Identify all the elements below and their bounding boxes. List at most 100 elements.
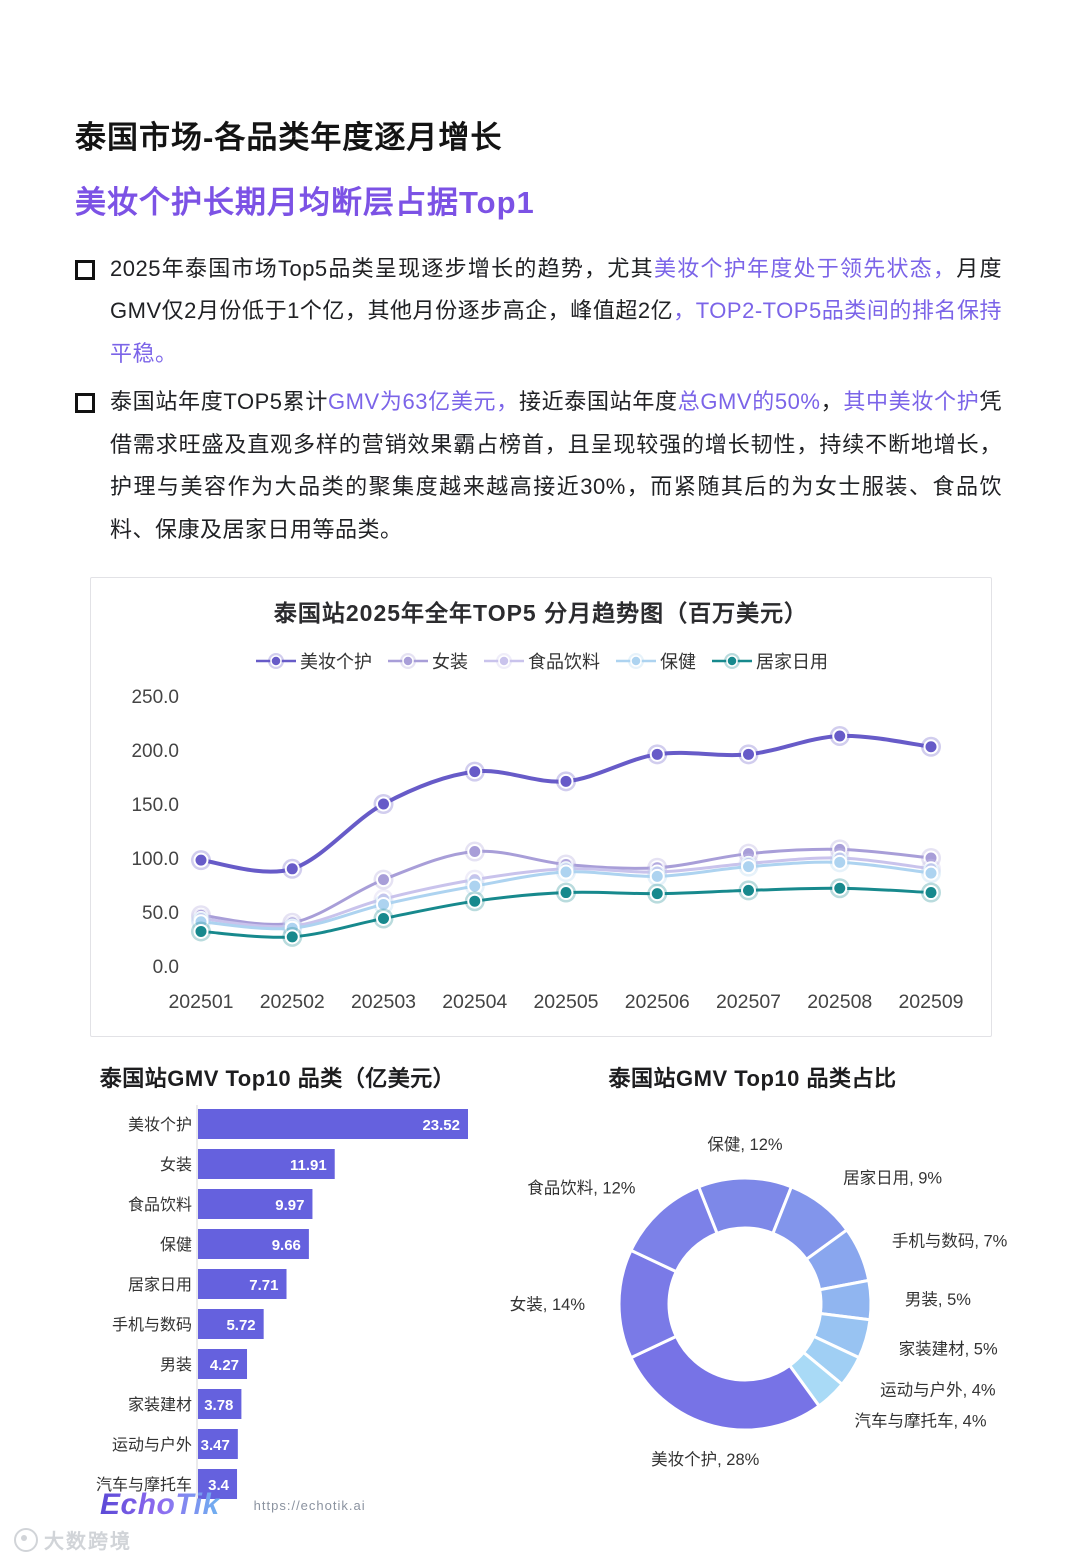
svg-text:汽车与摩托车: 汽车与摩托车 <box>96 1476 192 1494</box>
bar-居家日用 <box>198 1269 287 1300</box>
bullet-list: 2025年泰国市场Top5品类呈现逐步增长的趋势，尤其美妆个护年度处于领先状态，… <box>0 222 1080 551</box>
svg-text:202506: 202506 <box>625 991 690 1013</box>
svg-text:0.0: 0.0 <box>153 957 179 978</box>
bullet-square-icon <box>75 393 95 414</box>
line-chart-plot: 0.0 50.0 100.0 150.0 200.0 250.0 202501 202502 2… <box>131 687 963 1013</box>
svg-text:100.0: 100.0 <box>131 849 179 870</box>
legend-item: 保健 <box>614 648 696 674</box>
bar-手机与数码 <box>198 1309 264 1340</box>
page-subtitle: 美妆个护长期月均断层占据Top1 <box>75 185 535 220</box>
bar-chart-plot: 美妆个护 23.52 女装 11.91 食品饮料 9.97 保健 9.66 居家日用 7.71 手机… <box>96 1105 468 1504</box>
svg-text:3.4: 3.4 <box>208 1477 230 1494</box>
legend-marker-icon <box>256 653 296 670</box>
svg-text:保健: 保健 <box>160 1236 192 1254</box>
svg-text:手机与数码, 7%: 手机与数码, 7% <box>892 1232 1008 1251</box>
bar-美妆个护 <box>198 1109 468 1140</box>
svg-text:202504: 202504 <box>442 991 507 1013</box>
svg-text:家装建材: 家装建材 <box>128 1396 192 1414</box>
legend-marker-icon <box>388 653 428 670</box>
svg-text:150.0: 150.0 <box>131 795 179 816</box>
legend-item: 居家日用 <box>710 648 828 674</box>
bar-女装 <box>198 1149 335 1180</box>
dashukuajing-logo-icon <box>14 1527 38 1552</box>
echotik-logo: EchoTik <box>100 1488 220 1521</box>
svg-text:200.0: 200.0 <box>131 741 179 762</box>
svg-text:食品饮料, 12%: 食品饮料, 12% <box>527 1179 636 1198</box>
svg-text:202501: 202501 <box>168 991 233 1013</box>
svg-text:居家日用: 居家日用 <box>128 1276 192 1294</box>
svg-text:3.78: 3.78 <box>204 1397 233 1414</box>
donut-slice-美妆个护 <box>628 1334 822 1432</box>
svg-text:11.91: 11.91 <box>290 1157 327 1174</box>
watermark: 大数跨境 <box>14 1525 132 1554</box>
svg-text:汽车与摩托车, 4%: 汽车与摩托车, 4% <box>855 1412 987 1431</box>
bar-运动与户外 <box>198 1429 238 1460</box>
line-chart-legend: 美妆个护 女装 食品饮料 保健 居家日用 <box>91 648 991 674</box>
bottom-charts-row: 泰国站GMV Top10 品类（亿美元） 美妆个护 23.52 女装 11.91 食品饮… <box>80 1061 1080 1509</box>
svg-text:女装: 女装 <box>160 1155 192 1174</box>
svg-text:202509: 202509 <box>898 991 963 1013</box>
svg-text:男装, 5%: 男装, 5% <box>905 1290 971 1309</box>
bar-chart-title: 泰国站GMV Top10 品类（亿美元） <box>99 1066 456 1092</box>
svg-text:7.71: 7.71 <box>249 1277 278 1294</box>
svg-text:202507: 202507 <box>716 991 781 1013</box>
svg-text:居家日用, 9%: 居家日用, 9% <box>843 1169 942 1188</box>
donut-chart-plot: 保健, 12% 居家日用, 9% 手机与数码, 7% 男装, 5% 家装建材, 5% 运动… <box>510 1135 1008 1469</box>
legend-label: 食品饮料 <box>528 652 600 673</box>
legend-label: 女装 <box>432 652 468 673</box>
footer-url-link[interactable]: https://echotik.ai <box>253 1497 366 1513</box>
legend-marker-icon <box>484 653 524 670</box>
svg-text:3.47: 3.47 <box>201 1437 230 1454</box>
legend-label: 保健 <box>660 652 696 673</box>
bullet-item: 2025年泰国市场Top5品类呈现逐步增长的趋势，尤其美妆个护年度处于领先状态，… <box>75 248 1002 375</box>
bullet-item: 泰国站年度TOP5累计GMV为63亿美元，接近泰国站年度总GMV的50%，其中美… <box>75 381 1002 551</box>
svg-text:家装建材, 5%: 家装建材, 5% <box>899 1340 998 1359</box>
svg-text:9.66: 9.66 <box>272 1237 301 1254</box>
legend-marker-icon <box>712 653 752 670</box>
svg-text:手机与数码: 手机与数码 <box>112 1316 192 1334</box>
svg-text:美妆个护: 美妆个护 <box>128 1116 192 1134</box>
svg-text:250.0: 250.0 <box>131 687 179 708</box>
legend-item: 食品饮料 <box>482 648 600 674</box>
legend-label: 美妆个护 <box>300 652 372 673</box>
svg-text:202505: 202505 <box>533 991 598 1013</box>
legend-label: 居家日用 <box>756 652 828 673</box>
svg-text:运动与户外, 4%: 运动与户外, 4% <box>880 1381 996 1400</box>
svg-text:50.0: 50.0 <box>142 903 179 924</box>
donut-slice-食品饮料 <box>628 1185 719 1274</box>
header: 泰国市场-各品类年度逐月增长 美妆个护长期月均断层占据Top1 <box>0 0 1080 222</box>
bar-汽车与摩托车 <box>198 1469 238 1500</box>
svg-text:美妆个护, 28%: 美妆个护, 28% <box>651 1450 760 1469</box>
bullet-text: 2025年泰国市场Top5品类呈现逐步增长的趋势，尤其美妆个护年度处于领先状态，… <box>110 256 1002 366</box>
legend-item: 女装 <box>386 648 468 674</box>
svg-text:5.72: 5.72 <box>226 1317 255 1334</box>
donut-chart-block: 泰国站GMV Top10 品类占比 保健, 12% 居家日用, 9% 手机与数码, … <box>485 1061 1020 1509</box>
svg-text:202508: 202508 <box>807 991 872 1013</box>
bullet-text: 泰国站年度TOP5累计GMV为63亿美元，接近泰国站年度总GMV的50%，其中美… <box>110 389 1002 542</box>
bar-食品饮料 <box>198 1189 313 1220</box>
svg-text:女装, 14%: 女装, 14% <box>510 1295 586 1314</box>
svg-text:4.27: 4.27 <box>210 1357 239 1374</box>
legend-item: 美妆个护 <box>254 648 372 674</box>
footer: EchoTik https://echotik.ai <box>100 1488 366 1522</box>
bar-家装建材 <box>198 1389 242 1420</box>
bar-chart-block: 泰国站GMV Top10 品类（亿美元） 美妆个护 23.52 女装 11.91 食品饮… <box>80 1061 475 1509</box>
svg-text:202503: 202503 <box>351 991 416 1013</box>
watermark-text: 大数跨境 <box>44 1531 132 1553</box>
line-chart-card: 泰国站2025年全年TOP5 分月趋势图（百万美元） 美妆个护 女装 食品饮料 保健 居… <box>90 577 992 1038</box>
svg-text:9.97: 9.97 <box>275 1197 304 1214</box>
svg-text:23.52: 23.52 <box>422 1117 460 1134</box>
page-title: 泰国市场-各品类年度逐月增长 <box>75 120 503 155</box>
bar-保健 <box>198 1229 309 1260</box>
svg-text:食品饮料: 食品饮料 <box>128 1196 192 1214</box>
legend-marker-icon <box>616 653 656 670</box>
bar-男装 <box>198 1349 248 1380</box>
svg-text:保健, 12%: 保健, 12% <box>707 1135 783 1154</box>
line-chart-title: 泰国站2025年全年TOP5 分月趋势图（百万美元） <box>273 600 809 627</box>
svg-text:202502: 202502 <box>260 991 325 1013</box>
svg-text:男装: 男装 <box>160 1356 192 1374</box>
bullet-square-icon <box>75 260 95 280</box>
svg-text:运动与户外: 运动与户外 <box>112 1436 192 1454</box>
donut-chart-title: 泰国站GMV Top10 品类占比 <box>608 1066 897 1092</box>
